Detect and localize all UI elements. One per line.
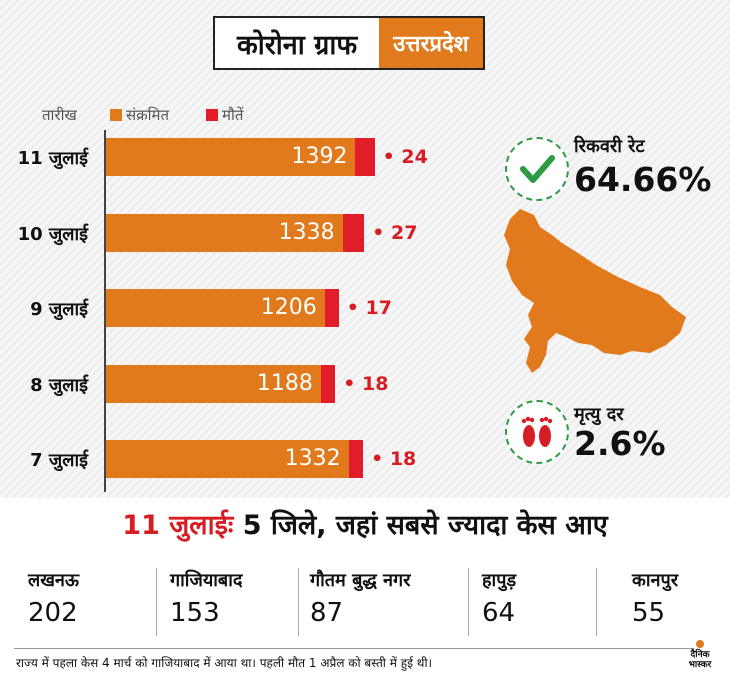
title-box: कोरोना ग्राफ उत्तरप्रदेश xyxy=(213,16,485,70)
bullet-icon: • xyxy=(371,448,390,470)
brand-dot xyxy=(696,640,704,648)
category-label: 7 जुलाई xyxy=(30,450,88,471)
divider xyxy=(156,568,157,636)
district-name: कानपुर xyxy=(632,570,679,591)
checkmark-icon xyxy=(520,155,555,183)
districts-headline: 11 जुलाईः 5 जिले, जहां सबसे ज्यादा केस आ… xyxy=(0,505,730,542)
cases-bar xyxy=(106,289,325,327)
district-value: 87 xyxy=(310,598,344,628)
deaths-value: 27 xyxy=(390,222,418,244)
mortality-icon-circle xyxy=(505,400,569,464)
deaths-bar xyxy=(342,214,365,252)
deaths-value-label: • 18 xyxy=(371,440,416,478)
district-value: 153 xyxy=(170,598,220,628)
bullet-icon: • xyxy=(372,222,391,244)
district-item: कानपुर 55 xyxy=(632,568,678,628)
region-tag: उत्तरप्रदेश xyxy=(379,18,483,68)
cases-bar xyxy=(106,365,321,403)
deaths-bar xyxy=(324,289,339,327)
category-label: 10 जुलाई xyxy=(17,224,88,245)
legend-deaths-label: मौतें xyxy=(222,106,244,124)
district-value: 202 xyxy=(28,598,78,628)
category-label: 8 जुलाई xyxy=(30,375,88,396)
footprints-icon xyxy=(521,416,553,447)
district-name: गाजियाबाद xyxy=(170,570,243,591)
district-item: गौतम बुद्ध नगर 87 xyxy=(310,568,411,628)
legend-deaths-swatch xyxy=(206,109,218,121)
bullet-icon: • xyxy=(382,146,402,168)
deaths-value: 24 xyxy=(401,146,428,168)
bullet-icon: • xyxy=(343,373,363,395)
divider xyxy=(468,568,469,636)
deaths-value: 18 xyxy=(362,373,389,395)
divider xyxy=(298,568,299,636)
district-item: गाजियाबाद 153 xyxy=(170,568,242,628)
legend-cases-swatch xyxy=(110,109,122,121)
district-item: हापुड़ 64 xyxy=(482,568,516,628)
mortality-value: 2.6% xyxy=(574,424,666,463)
district-value: 55 xyxy=(632,598,666,628)
deaths-value: 17 xyxy=(365,297,392,319)
deaths-value-label: • 24 xyxy=(383,138,428,176)
bullet-icon: • xyxy=(346,297,366,319)
deaths-value-label: • 18 xyxy=(343,365,388,403)
deaths-value-label: • 17 xyxy=(347,289,392,327)
cases-value-label: 1392 xyxy=(291,144,348,169)
cases-value-label: 1188 xyxy=(256,371,313,396)
legend-cases: संक्रमित xyxy=(110,105,169,125)
recovery-value: 64.66% xyxy=(574,160,712,199)
footnote: राज्य में पहला केस 4 मार्च को गाजियाबाद … xyxy=(16,656,433,670)
recovery-label: रिकवरी रेट xyxy=(574,136,645,157)
districts-panel xyxy=(0,498,730,680)
district-value: 64 xyxy=(482,598,516,628)
uttar-pradesh-map xyxy=(504,209,686,373)
legend-cases-label: संक्रमित xyxy=(126,106,170,124)
cases-value-label: 1332 xyxy=(284,446,341,471)
category-label: 9 जुलाई xyxy=(30,299,88,320)
cases-bar xyxy=(106,138,356,176)
deaths-value: 18 xyxy=(389,448,417,470)
category-label: 11 जुलाई xyxy=(17,148,88,169)
cases-bar xyxy=(106,214,343,252)
district-item: लखनऊ 202 xyxy=(28,568,79,628)
brand-line2: भास्कर xyxy=(688,660,712,670)
date-header: तारीख xyxy=(42,106,77,124)
deaths-value-label: • 27 xyxy=(372,214,417,252)
chart-axis xyxy=(104,130,106,492)
legend-deaths: मौतें xyxy=(206,105,243,125)
headline-text: 5 जिले, जहां सबसे ज्यादा केस आए xyxy=(233,510,608,541)
cases-value-label: 1338 xyxy=(278,220,335,245)
cases-value-label: 1206 xyxy=(260,295,317,320)
deaths-bar xyxy=(355,138,375,176)
footer-rule xyxy=(14,648,694,675)
page-title: कोरोना ग्राफ xyxy=(237,29,358,61)
deaths-bar xyxy=(348,440,364,478)
district-name: गौतम बुद्ध नगर xyxy=(310,570,411,591)
district-name: लखनऊ xyxy=(28,570,80,591)
district-name: हापुड़ xyxy=(482,570,517,591)
brand-line1: दैनिक xyxy=(690,650,710,660)
divider xyxy=(596,568,597,636)
cases-bar xyxy=(106,440,349,478)
recovery-icon-circle xyxy=(505,137,569,201)
headline-date: 11 जुलाईः xyxy=(122,510,234,541)
mortality-label: मृत्यु दर xyxy=(574,404,624,425)
brand-logo: दैनिक भास्कर xyxy=(682,640,718,674)
deaths-bar xyxy=(320,365,336,403)
